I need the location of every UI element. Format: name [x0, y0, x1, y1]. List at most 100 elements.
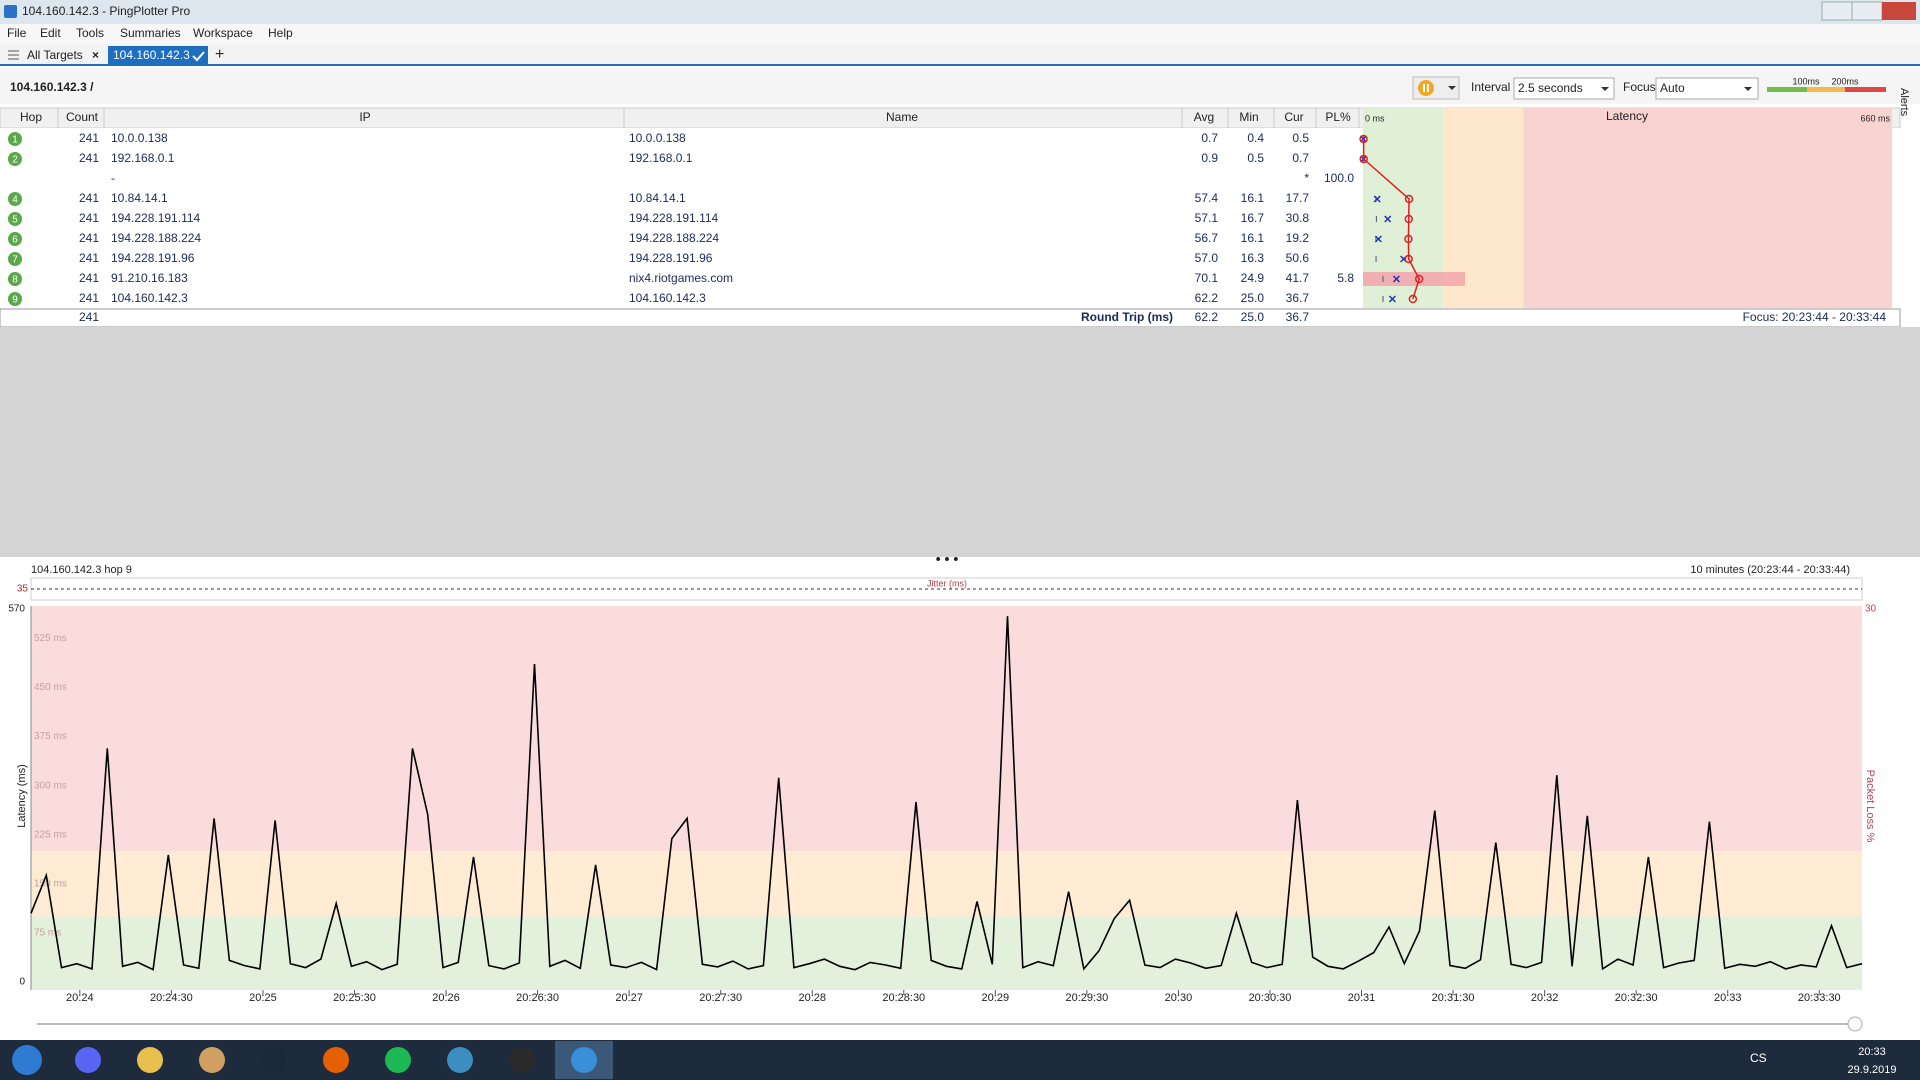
alerts-tab[interactable]: Alerts: [1898, 88, 1910, 117]
count: 241: [79, 151, 99, 165]
clock-date[interactable]: 29.9.2019: [1848, 1064, 1897, 1076]
ip[interactable]: 194.228.191.114: [111, 211, 201, 225]
pause-icon: [1418, 80, 1434, 96]
column-header[interactable]: Count: [66, 110, 99, 124]
menu-item[interactable]: Summaries: [120, 26, 181, 40]
dropdown-arrow: [1601, 87, 1609, 91]
language-indicator[interactable]: CS: [1750, 1051, 1767, 1065]
band-green: [31, 916, 1862, 990]
column-header[interactable]: Name: [886, 110, 918, 124]
host-name[interactable]: 194.228.188.224: [629, 231, 719, 245]
dropdown-arrow: [1744, 87, 1752, 91]
host-name[interactable]: 10.0.0.138: [629, 131, 686, 145]
x-tick-label: 20:32: [1531, 992, 1559, 1004]
x-tick-label: 20:26: [432, 992, 460, 1004]
taskbar-icon[interactable]: [261, 1047, 287, 1073]
latency-scale-label: 660 ms: [1860, 113, 1890, 123]
tab[interactable]: 104.160.142.3: [113, 48, 190, 62]
maximize-button[interactable]: [1851, 1, 1883, 21]
column-header[interactable]: Min: [1239, 110, 1258, 124]
close-button[interactable]: [1882, 2, 1916, 20]
hop-number: 5: [12, 215, 18, 226]
hop-number: 4: [12, 195, 18, 206]
column-header[interactable]: IP: [359, 110, 370, 124]
menu-item[interactable]: Help: [268, 26, 293, 40]
window-title: 104.160.142.3 - PingPlotter Pro: [22, 4, 190, 18]
tab-close[interactable]: ×: [92, 48, 99, 62]
taskbar-icon[interactable]: [509, 1047, 535, 1073]
host-name[interactable]: 192.168.0.1: [629, 151, 693, 165]
ip[interactable]: 10.0.0.138: [111, 131, 168, 145]
taskbar-icon[interactable]: [385, 1047, 411, 1073]
active-tab[interactable]: [108, 46, 208, 64]
column-header[interactable]: PL%: [1325, 110, 1351, 124]
taskbar-icon[interactable]: [75, 1047, 101, 1073]
clock-time[interactable]: 20:33: [1858, 1046, 1886, 1058]
taskbar-icon[interactable]: [323, 1047, 349, 1073]
cur-value: 50.6: [1286, 251, 1310, 265]
count: 241: [79, 291, 99, 305]
new-tab[interactable]: +: [215, 46, 224, 63]
menu-item[interactable]: Workspace: [193, 26, 253, 40]
taskbar-icon[interactable]: [199, 1047, 225, 1073]
host-name[interactable]: nix4.riotgames.com: [629, 271, 733, 285]
x-tick-label: 20:28:30: [882, 992, 925, 1004]
hop-number: 6: [12, 235, 18, 246]
table-footer: [0, 308, 1901, 328]
dropdown-arrow: [1448, 86, 1456, 90]
focus-select[interactable]: [1655, 77, 1759, 100]
ip[interactable]: 104.160.142.3: [111, 291, 188, 305]
avg-marker: [1404, 254, 1413, 264]
menu-item[interactable]: File: [7, 26, 27, 40]
avg-marker: [1359, 154, 1368, 164]
host-name[interactable]: 194.228.191.96: [629, 251, 713, 265]
footer-cur: 36.7: [1286, 310, 1310, 324]
threshold-red: [1845, 87, 1886, 92]
current-marker: [1388, 295, 1396, 303]
cur-value: 0.7: [1292, 151, 1309, 165]
x-tick-label: 20:27: [615, 992, 643, 1004]
menu-item[interactable]: Tools: [76, 26, 104, 40]
taskbar: [0, 1040, 1920, 1080]
y-grid-label: 375 ms: [34, 731, 67, 742]
scrollbar-thumb[interactable]: [1847, 1016, 1863, 1032]
minimize-button[interactable]: [1821, 1, 1853, 21]
avg-value: 57.1: [1195, 211, 1219, 225]
column-header[interactable]: Cur: [1284, 110, 1303, 124]
hop-number: 8: [12, 275, 18, 286]
ip[interactable]: -: [111, 171, 115, 185]
x-tick-label: 20:27:30: [699, 992, 742, 1004]
footer-label: Round Trip (ms): [1081, 310, 1173, 324]
menu-icon[interactable]: [8, 50, 19, 60]
ip[interactable]: 192.168.0.1: [111, 151, 175, 165]
time-range[interactable]: 10 minutes (20:23:44 - 20:33:44): [1690, 564, 1850, 576]
hop-badge: [8, 292, 22, 306]
column-header[interactable]: Hop: [20, 110, 42, 124]
menu-item[interactable]: Edit: [40, 26, 61, 40]
count: 241: [79, 131, 99, 145]
ip[interactable]: 10.84.14.1: [111, 191, 168, 205]
latency-line: [30, 616, 1863, 971]
tab[interactable]: All Targets: [27, 48, 83, 62]
splitter[interactable]: • • •: [936, 551, 959, 567]
taskbar-icon[interactable]: [571, 1047, 597, 1073]
x-tick-label: 20:30:30: [1249, 992, 1292, 1004]
host-name[interactable]: 104.160.142.3: [629, 291, 706, 305]
start-button[interactable]: [12, 1045, 42, 1075]
avg-value: 57.0: [1195, 251, 1219, 265]
taskbar-icon[interactable]: [447, 1047, 473, 1073]
x-tick-label: 20:28: [798, 992, 826, 1004]
column-header[interactable]: Avg: [1194, 110, 1214, 124]
ip[interactable]: 91.210.16.183: [111, 271, 188, 285]
ip[interactable]: 194.228.191.96: [111, 251, 195, 265]
menu-bar: [0, 24, 1920, 44]
taskbar-icon[interactable]: [137, 1047, 163, 1073]
ip[interactable]: 194.228.188.224: [111, 231, 201, 245]
min-value: 16.7: [1241, 211, 1265, 225]
interval-select[interactable]: [1513, 77, 1615, 100]
cur-value: 30.8: [1286, 211, 1310, 225]
current-marker: [1384, 215, 1392, 223]
host-name[interactable]: 194.228.191.114: [629, 211, 719, 225]
host-name[interactable]: 10.84.14.1: [629, 191, 686, 205]
footer-count: 241: [79, 310, 99, 324]
